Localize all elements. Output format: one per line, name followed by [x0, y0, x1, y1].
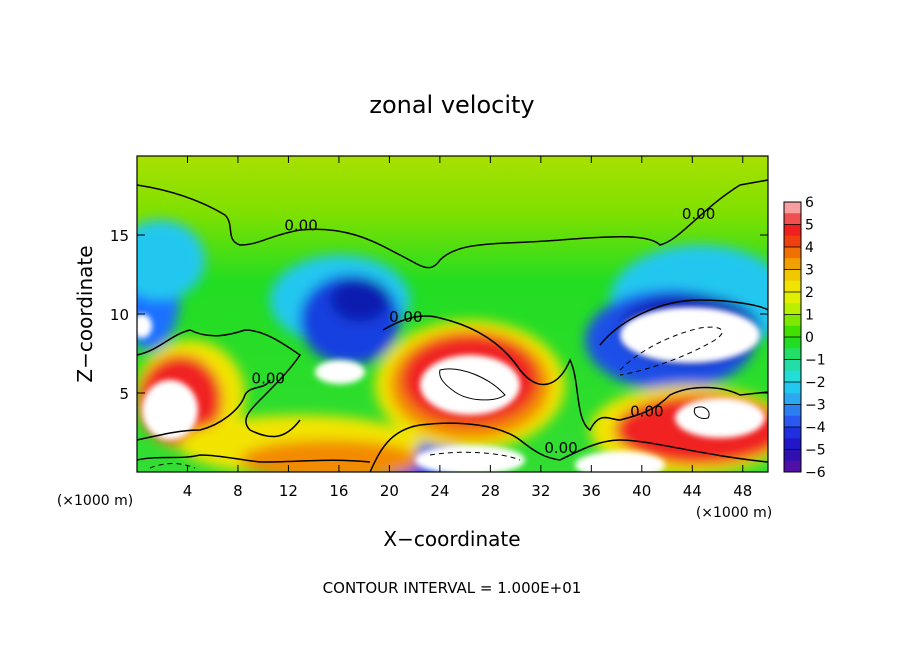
colorbar-band-1 — [784, 213, 801, 225]
peak-bottom-center — [415, 445, 525, 472]
colorbar-label-8: −2 — [805, 375, 826, 391]
x-tick-label-8: 8 — [233, 482, 243, 500]
x-tick-label-16: 16 — [329, 482, 348, 500]
colorbar-label-3: 3 — [805, 263, 814, 279]
contour-lines — [137, 179, 768, 472]
colorbar-band-23 — [784, 460, 801, 473]
colorbar-label-12: −6 — [805, 465, 826, 481]
colorbar-band-17 — [784, 393, 801, 405]
contour-right-peak — [693, 406, 710, 419]
trough-left — [137, 314, 152, 338]
x-tick-label-28: 28 — [481, 482, 500, 500]
colorbar-band-19 — [784, 415, 801, 428]
x-axis: 4 8 12 16 20 24 28 32 36 40 44 48 — [183, 156, 752, 500]
colorbar-band-2 — [784, 224, 801, 237]
colorbar-band-11 — [784, 325, 801, 338]
peak-right-bottom — [575, 451, 665, 472]
colorbar-label-2: 4 — [805, 240, 814, 256]
peak-center — [420, 355, 520, 415]
trough-mid — [315, 360, 365, 384]
colorbar-band-15 — [784, 370, 801, 383]
colorbar-band-14 — [784, 359, 801, 372]
y-axis-label: Z−coordinate — [73, 245, 97, 382]
contour-right-trough-dashed — [619, 326, 723, 376]
colorbar-band-7 — [784, 280, 801, 293]
colorbar-band-16 — [784, 382, 801, 394]
trough-right — [620, 307, 760, 363]
x-tick-label-12: 12 — [279, 482, 298, 500]
colorbar-band-18 — [784, 404, 801, 417]
colorbar-band-6 — [784, 269, 801, 282]
colorbar-band-8 — [784, 292, 801, 304]
colorbar-label-0: 6 — [805, 195, 814, 211]
colorbar-label-6: 0 — [805, 330, 814, 346]
x-tick-label-36: 36 — [582, 482, 601, 500]
colorbar-band-0 — [784, 202, 801, 214]
contour-label-3: 0.00 — [252, 370, 285, 388]
colorbar-band-22 — [784, 449, 801, 462]
peak-left — [142, 380, 198, 440]
blob-left-cyan — [137, 220, 205, 300]
colorbar-label-7: −1 — [805, 353, 826, 369]
colorbar-label-9: −3 — [805, 398, 826, 414]
contour-interval-footer: CONTOUR INTERVAL = 1.000E+01 — [323, 579, 582, 597]
colorbar-band-20 — [784, 427, 801, 439]
contour-zero-mid-left — [137, 379, 271, 441]
colorbar-label-1: 5 — [805, 218, 814, 234]
y-tick-label-5: 5 — [119, 385, 129, 403]
blob-mid-navy — [330, 278, 390, 322]
chart-title: zonal velocity — [369, 91, 534, 119]
x-unit-left: (×1000 m) — [57, 493, 133, 509]
heatmap-field: 0.00 0.00 0.00 0.00 0.00 0.00 — [137, 156, 768, 472]
colorbar-band-5 — [784, 258, 801, 270]
contour-labels: 0.00 0.00 0.00 0.00 0.00 0.00 — [252, 205, 716, 457]
contour-label-4: 0.00 — [630, 403, 663, 421]
x-tick-label-44: 44 — [683, 482, 702, 500]
y-axis: 5 10 15 — [110, 227, 768, 403]
colorbar-label-10: −4 — [805, 420, 826, 436]
colorbar-label-5: 1 — [805, 308, 814, 324]
peak-right — [675, 398, 765, 438]
contour-label-1: 0.00 — [682, 205, 715, 223]
contour-label-2: 0.00 — [389, 308, 422, 326]
contour-right-trough — [599, 299, 768, 346]
contour-zero-bottom — [369, 422, 768, 472]
contour-zero-mid — [137, 329, 302, 438]
contour-center-peak — [439, 368, 506, 401]
contour-label-5: 0.00 — [544, 439, 577, 457]
contour-zero-center — [382, 315, 768, 432]
x-tick-label-4: 4 — [183, 482, 193, 500]
colorbar-band-4 — [784, 247, 801, 259]
colorbar-band-21 — [784, 438, 801, 450]
contour-label-0: 0.00 — [284, 216, 317, 234]
colorbar-label-4: 2 — [805, 285, 814, 301]
x-tick-label-24: 24 — [430, 482, 449, 500]
colorbar-band-10 — [784, 314, 801, 327]
x-tick-label-20: 20 — [380, 482, 399, 500]
x-axis-label: X−coordinate — [383, 527, 520, 551]
colorbar-band-3 — [784, 235, 801, 248]
x-unit-right: (×1000 m) — [696, 505, 772, 521]
contour-bottom-dashed — [429, 451, 521, 461]
colorbar-band-13 — [784, 348, 801, 360]
y-tick-label-10: 10 — [110, 306, 129, 324]
colorbar-label-11: −5 — [805, 443, 826, 459]
x-tick-label-40: 40 — [632, 482, 651, 500]
contour-zero-left-bottom — [137, 454, 371, 463]
x-tick-label-48: 48 — [733, 482, 752, 500]
y-tick-label-15: 15 — [110, 227, 129, 245]
contour-bottom-left-dashed — [149, 463, 196, 469]
colorbar-band-9 — [784, 303, 801, 315]
heatmap-peaks — [137, 307, 765, 472]
colorbar: 6 5 4 3 2 1 0 −1 −2 −3 −4 −5 −6 — [783, 195, 826, 481]
blob-bottom-orange — [240, 440, 420, 472]
x-tick-label-32: 32 — [531, 482, 550, 500]
colorbar-band-12 — [784, 337, 801, 349]
contour-zero-upper — [137, 179, 768, 269]
